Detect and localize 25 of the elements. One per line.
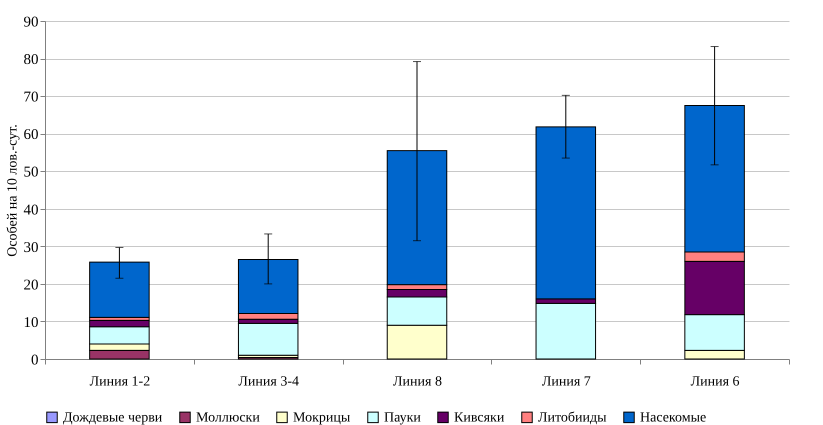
x-tick-label: Линия 8 (393, 374, 442, 390)
y-tick-label: 70 (24, 90, 38, 106)
y-tick-label: 0 (31, 352, 38, 368)
legend-label: Моллюски (196, 410, 260, 425)
bar (536, 302, 596, 360)
y-tick-label: 30 (24, 240, 38, 256)
y-tick-label: 60 (24, 127, 38, 144)
x-tick-label: Линия 7 (542, 374, 591, 390)
y-tick-label: 90 (24, 14, 38, 30)
legend-label: Дождевые черви (63, 410, 163, 425)
y-tick-label: 50 (24, 164, 38, 181)
legend-label: Мокрицы (293, 410, 351, 425)
x-tick-label: Линия 1-2 (90, 374, 150, 390)
y-axis-title: Особей на 10 лов.-сут. (6, 124, 20, 257)
y-tick-label: 80 (24, 52, 38, 68)
x-tick-label: Линия 3-4 (238, 374, 299, 390)
y-tick-label: 10 (24, 314, 38, 331)
y-tick-label: 20 (24, 277, 38, 294)
legend-label: Литобииды (538, 410, 608, 425)
bar (238, 322, 298, 356)
y-tick-label: 40 (24, 202, 38, 218)
x-tick-label: Линия 6 (690, 374, 740, 390)
legend-label: Насекомые (640, 410, 706, 425)
legend-label: Пауки (384, 410, 422, 425)
legend-label: Кивсяки (454, 410, 505, 425)
